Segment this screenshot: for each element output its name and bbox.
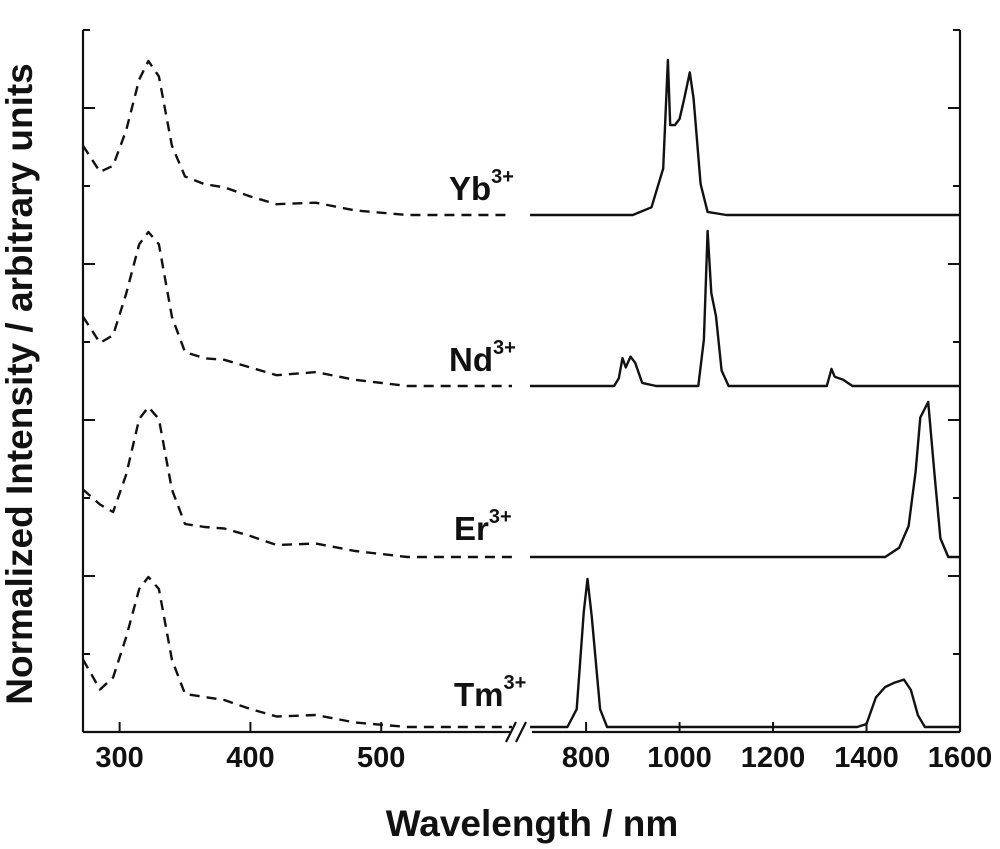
excitation-trace-er: [82, 405, 512, 559]
excitation-trace-yb: [81, 59, 512, 217]
x-tick-label: 1200: [741, 742, 806, 774]
emission-trace-tm: [530, 577, 960, 729]
series-label-er: Er3+: [454, 506, 512, 547]
excitation-trace-nd: [81, 230, 512, 388]
x-tick-label: 300: [95, 742, 143, 774]
excitation-trace-tm: [81, 575, 512, 729]
x-tick-label: 400: [226, 742, 274, 774]
spectra-traces: [81, 58, 960, 729]
axis-ticks: 300 400 500 800 1000 1200 1400 1600: [83, 29, 993, 774]
axis-break-mark: [515, 721, 527, 743]
emission-trace-yb: [530, 58, 960, 217]
plot-frame: [81, 30, 962, 743]
x-tick-label: 800: [562, 742, 610, 774]
x-tick-label: 500: [357, 742, 405, 774]
series-label-nd: Nd3+: [449, 337, 516, 378]
series-label-tm: Tm3+: [454, 672, 526, 713]
series-labels: Yb3+ Nd3+ Er3+ Tm3+: [449, 166, 526, 713]
x-axis-title: Wavelength / nm: [386, 803, 679, 844]
series-label-yb: Yb3+: [449, 166, 514, 207]
axis-break-mark: [505, 721, 517, 743]
x-tick-label: 1400: [834, 742, 899, 774]
x-tick-label: 1600: [928, 742, 993, 774]
emission-trace-nd: [530, 229, 960, 388]
x-tick-label: 1000: [647, 742, 712, 774]
y-axis-title: Normalized Intensity / arbitrary units: [0, 63, 40, 704]
emission-trace-er: [530, 400, 960, 559]
